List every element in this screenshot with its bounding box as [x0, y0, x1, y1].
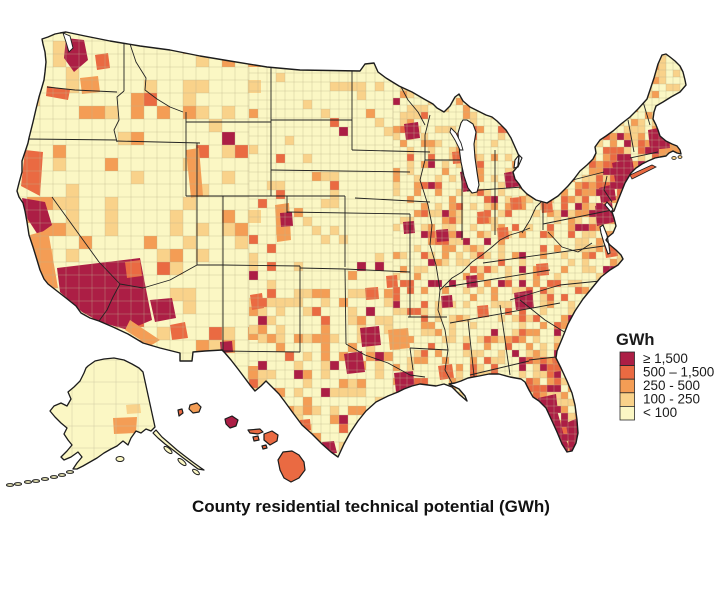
svg-text:County residential technical p: County residential technical potential (… [192, 497, 550, 516]
svg-text:≥ 1,500: ≥ 1,500 [643, 351, 688, 366]
svg-text:250 - 500: 250 - 500 [643, 378, 700, 393]
svg-text:500 – 1,500: 500 – 1,500 [643, 364, 714, 379]
svg-text:< 100: < 100 [643, 405, 677, 420]
svg-text:GWh: GWh [616, 331, 655, 349]
svg-text:100 - 250: 100 - 250 [643, 392, 700, 407]
